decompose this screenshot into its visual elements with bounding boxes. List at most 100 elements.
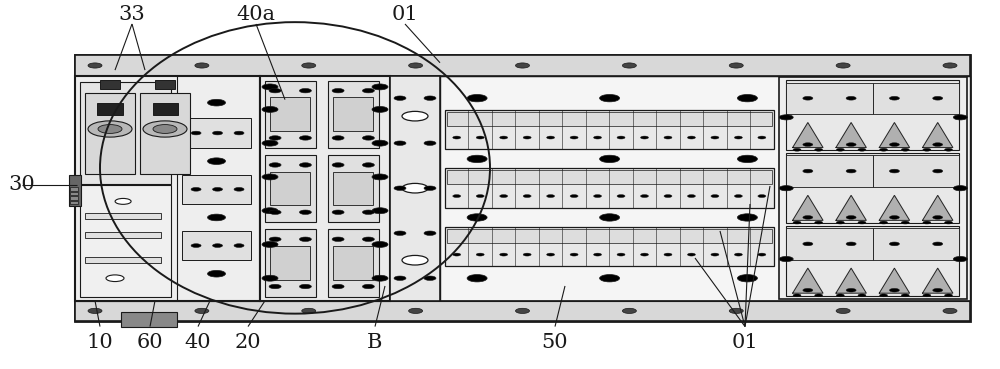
Text: 01: 01 xyxy=(732,333,758,352)
Circle shape xyxy=(262,84,278,90)
Circle shape xyxy=(933,242,943,246)
Circle shape xyxy=(622,308,636,314)
Circle shape xyxy=(424,96,436,100)
Text: 60: 60 xyxy=(137,333,163,352)
Bar xyxy=(786,153,959,223)
Circle shape xyxy=(208,158,226,165)
Bar xyxy=(70,201,78,204)
Text: 33: 33 xyxy=(119,5,145,24)
Circle shape xyxy=(836,221,844,224)
Bar xyxy=(786,226,959,296)
Circle shape xyxy=(945,148,953,151)
Circle shape xyxy=(923,294,931,297)
Circle shape xyxy=(943,308,957,314)
Circle shape xyxy=(617,136,625,139)
Circle shape xyxy=(779,115,793,120)
Circle shape xyxy=(299,89,311,93)
Bar xyxy=(333,97,373,131)
Circle shape xyxy=(664,194,672,197)
Circle shape xyxy=(594,194,602,197)
Circle shape xyxy=(500,136,508,139)
Bar xyxy=(270,172,310,206)
Circle shape xyxy=(467,94,487,102)
Circle shape xyxy=(836,294,844,297)
Circle shape xyxy=(815,294,823,297)
Circle shape xyxy=(711,253,719,256)
Circle shape xyxy=(262,174,278,180)
Circle shape xyxy=(269,163,281,167)
Circle shape xyxy=(372,275,388,281)
Circle shape xyxy=(933,143,943,146)
Circle shape xyxy=(641,253,649,256)
Circle shape xyxy=(779,256,793,262)
Circle shape xyxy=(88,63,102,68)
Polygon shape xyxy=(923,123,953,148)
Circle shape xyxy=(923,148,931,151)
Circle shape xyxy=(402,183,428,193)
Circle shape xyxy=(889,169,899,173)
Circle shape xyxy=(424,141,436,145)
Bar xyxy=(260,76,390,301)
Circle shape xyxy=(815,148,823,151)
Circle shape xyxy=(332,237,344,241)
Circle shape xyxy=(362,210,374,214)
Bar xyxy=(85,232,161,238)
Circle shape xyxy=(803,143,813,146)
Circle shape xyxy=(394,141,406,145)
Circle shape xyxy=(570,253,578,256)
Circle shape xyxy=(213,131,223,135)
Circle shape xyxy=(793,148,801,151)
Polygon shape xyxy=(923,268,953,293)
Circle shape xyxy=(424,186,436,190)
Circle shape xyxy=(803,215,813,219)
Polygon shape xyxy=(879,268,910,293)
Circle shape xyxy=(641,194,649,197)
Bar xyxy=(182,231,251,260)
Polygon shape xyxy=(793,123,823,148)
Circle shape xyxy=(195,63,209,68)
Bar xyxy=(873,155,959,187)
Circle shape xyxy=(372,84,388,90)
Circle shape xyxy=(734,253,742,256)
Circle shape xyxy=(262,107,278,113)
Bar xyxy=(153,103,178,115)
Circle shape xyxy=(953,186,967,191)
Bar xyxy=(100,80,120,89)
Circle shape xyxy=(153,125,177,134)
Circle shape xyxy=(424,231,436,235)
Circle shape xyxy=(516,308,530,314)
Circle shape xyxy=(372,242,388,248)
Circle shape xyxy=(729,308,743,314)
Circle shape xyxy=(332,210,344,214)
Text: 10: 10 xyxy=(87,333,113,352)
Circle shape xyxy=(269,284,281,289)
Circle shape xyxy=(394,231,406,235)
Circle shape xyxy=(600,275,620,282)
Circle shape xyxy=(846,288,856,292)
Circle shape xyxy=(846,96,856,100)
Circle shape xyxy=(467,155,487,163)
Polygon shape xyxy=(836,123,866,148)
Bar xyxy=(270,97,310,131)
Bar xyxy=(182,175,251,204)
Circle shape xyxy=(836,63,850,68)
Polygon shape xyxy=(836,268,866,293)
Circle shape xyxy=(641,136,649,139)
Circle shape xyxy=(98,125,122,134)
Circle shape xyxy=(88,308,102,314)
Circle shape xyxy=(729,63,743,68)
Circle shape xyxy=(846,215,856,219)
Circle shape xyxy=(858,221,866,224)
Bar xyxy=(328,229,378,297)
Circle shape xyxy=(737,214,757,221)
Circle shape xyxy=(362,136,374,140)
Text: 20: 20 xyxy=(235,333,261,352)
Bar xyxy=(140,93,190,173)
Circle shape xyxy=(302,308,316,314)
Circle shape xyxy=(302,63,316,68)
Circle shape xyxy=(943,63,957,68)
Bar xyxy=(80,82,171,184)
Circle shape xyxy=(617,253,625,256)
Bar xyxy=(390,76,440,301)
Circle shape xyxy=(803,288,813,292)
